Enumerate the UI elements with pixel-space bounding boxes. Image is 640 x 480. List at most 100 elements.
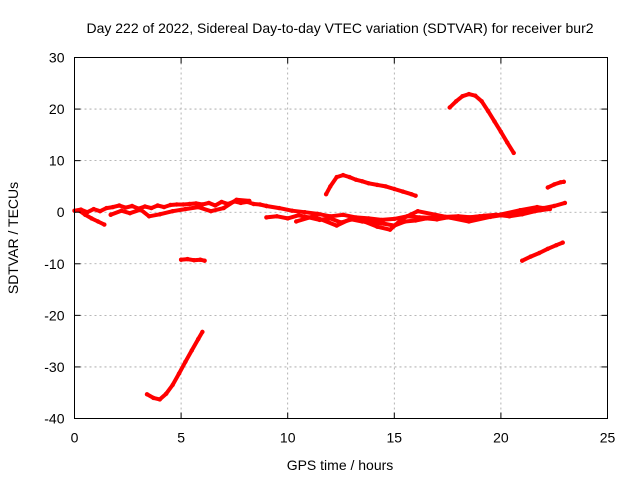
data-point	[545, 185, 550, 190]
data-point	[532, 209, 538, 214]
data-point	[537, 250, 542, 256]
data-point	[251, 201, 256, 207]
data-point	[466, 91, 472, 97]
data-point	[83, 212, 88, 217]
data-point	[168, 202, 173, 208]
data-point	[108, 212, 113, 217]
data-point	[95, 219, 101, 224]
data-point	[400, 189, 405, 194]
data-point	[415, 209, 420, 214]
y-tick-label: 0	[57, 204, 65, 220]
data-point	[294, 219, 299, 224]
data-point	[119, 208, 124, 213]
data-point	[554, 243, 559, 248]
data-point	[178, 257, 184, 262]
data-point	[545, 246, 550, 251]
data-point	[507, 214, 512, 219]
data-point	[334, 223, 339, 228]
data-point	[196, 204, 201, 210]
data-point	[552, 203, 557, 209]
data-point	[104, 205, 109, 211]
data-point	[157, 212, 162, 217]
data-point	[149, 205, 154, 211]
data-point	[413, 193, 418, 198]
data-point	[534, 204, 540, 210]
data-point	[176, 371, 182, 376]
grid	[74, 57, 608, 419]
data-point	[157, 397, 162, 402]
data-point	[315, 211, 320, 216]
data-point	[562, 200, 568, 206]
data-point	[285, 216, 290, 221]
data-point	[213, 203, 218, 208]
data-point	[498, 129, 504, 134]
data-point	[447, 105, 452, 110]
data-point	[430, 215, 435, 221]
data-point	[174, 202, 179, 207]
data-point	[89, 216, 94, 221]
data-point	[144, 392, 150, 397]
x-tick-label: 20	[493, 430, 509, 446]
data-point	[334, 174, 339, 180]
plot-frame	[74, 57, 608, 419]
data-point	[219, 199, 224, 205]
data-point	[185, 256, 190, 262]
y-tick-label: 20	[49, 101, 65, 117]
data-point	[91, 206, 96, 212]
data-point	[97, 209, 103, 214]
data-point	[221, 205, 226, 211]
data-point	[520, 212, 525, 217]
data-point	[383, 184, 388, 189]
data-point	[76, 208, 82, 213]
y-tick-labels: -40 -30 -20 -10 0 10 20 30	[44, 50, 64, 427]
data-point	[366, 181, 371, 186]
data-point	[170, 382, 175, 388]
y-tick-label: -30	[44, 359, 64, 375]
data-point	[146, 214, 152, 219]
data-point	[561, 179, 566, 184]
data-point	[340, 212, 346, 217]
data-point	[400, 216, 405, 221]
data-point	[528, 254, 533, 259]
series-arc-low	[145, 329, 205, 402]
data-series	[72, 91, 568, 402]
data-point	[353, 177, 359, 182]
data-point	[392, 186, 397, 192]
data-point	[517, 208, 523, 213]
x-tick-label: 10	[280, 430, 296, 446]
data-point	[257, 202, 263, 207]
axis-ticks	[74, 57, 608, 419]
x-axis-title: GPS time / hours	[287, 457, 394, 473]
data-point	[142, 204, 148, 209]
y-tick-label: 30	[49, 50, 65, 66]
data-point	[183, 359, 188, 364]
data-point	[200, 202, 205, 207]
x-tick-label: 5	[177, 430, 185, 446]
data-point	[511, 150, 516, 156]
data-point	[417, 215, 423, 220]
data-point	[340, 172, 346, 178]
data-point	[196, 336, 201, 342]
data-point	[110, 204, 116, 210]
data-point	[520, 258, 525, 263]
data-point	[187, 201, 192, 207]
data-point	[193, 201, 199, 206]
data-point	[392, 216, 397, 222]
data-point	[129, 203, 135, 209]
data-point	[234, 197, 239, 202]
data-point	[413, 218, 418, 223]
data-point	[264, 203, 269, 209]
data-point	[247, 198, 252, 204]
x-tick-label: 0	[71, 430, 79, 446]
data-point	[117, 203, 122, 208]
data-point	[460, 94, 465, 99]
data-point	[375, 224, 380, 229]
y-tick-label: -20	[44, 307, 64, 323]
x-tick-label: 25	[600, 430, 616, 446]
y-axis-title: SDTVAR / TECUs	[5, 182, 21, 294]
data-point	[466, 219, 472, 224]
data-point	[473, 93, 478, 98]
data-point	[505, 140, 510, 145]
data-point	[264, 215, 269, 220]
